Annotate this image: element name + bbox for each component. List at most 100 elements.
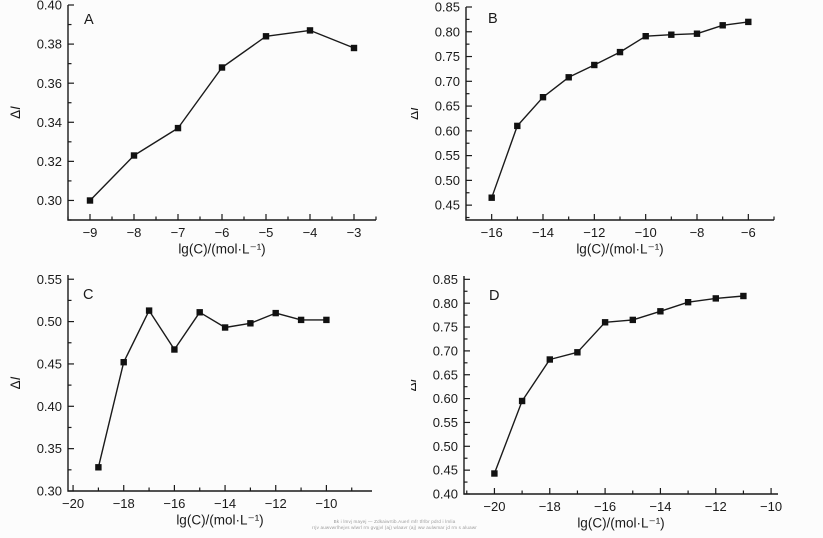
- x-tick-label: −12: [705, 499, 727, 514]
- data-point-marker: [693, 30, 701, 37]
- data-point-marker: [323, 316, 330, 324]
- axis-spines: [465, 7, 774, 221]
- y-tick-label: 0.50: [435, 173, 460, 188]
- y-tick-label: 0.50: [37, 314, 62, 329]
- y-axis-label: ΔI: [8, 376, 23, 389]
- x-tick-label: −10: [635, 225, 657, 240]
- data-line: [97, 309, 327, 468]
- x-axis-label: lg(C)/(mol·L⁻¹): [178, 242, 265, 257]
- data-point-marker: [601, 319, 609, 326]
- data-point-marker: [740, 292, 747, 300]
- data-point-marker: [642, 33, 649, 40]
- x-tick-label: −4: [303, 225, 318, 240]
- data-points: [86, 27, 358, 204]
- data-point-marker: [86, 197, 94, 204]
- y-tick-label: 0.80: [435, 24, 460, 39]
- x-axis-label: lg(C)/(mol·L⁻¹): [577, 516, 664, 531]
- x-tick-label: −16: [163, 496, 185, 511]
- axis-spines: [463, 276, 778, 495]
- data-line: [493, 295, 744, 474]
- data-point-marker: [546, 356, 553, 363]
- data-point-marker: [221, 324, 229, 331]
- y-tick-label: 0.75: [435, 49, 460, 64]
- data-point-marker: [616, 48, 624, 56]
- y-axis-label: ΔI: [411, 107, 421, 120]
- x-tick-label: −20: [483, 499, 505, 514]
- y-tick-label: 0.55: [37, 272, 62, 287]
- data-point-marker: [574, 349, 581, 356]
- y-tick-label: 0.50: [433, 439, 458, 454]
- y-tick-label: 0.45: [37, 357, 62, 372]
- x-tick-label: −12: [583, 225, 605, 240]
- panel-letter: A: [84, 12, 94, 28]
- tick-labels: 0.40 0.45 0.50 0.55 0.60 0.65 0.70 0.75 0.80 0.85…: [433, 272, 782, 514]
- y-tick-label: 0.75: [433, 320, 458, 335]
- ticks: [464, 278, 772, 495]
- x-tick-label: −3: [347, 225, 362, 240]
- ticks: [67, 4, 377, 221]
- data-point-marker: [514, 122, 521, 130]
- x-tick-label: −20: [62, 496, 84, 511]
- tick-labels: 0.30 0.35 0.40 0.45 0.50 0.55 −20 −18 −16 −14 −12 −…: [37, 272, 338, 511]
- data-point-marker: [668, 31, 675, 38]
- x-tick-label: −7: [171, 225, 186, 240]
- ticks: [68, 278, 353, 492]
- data-line: [89, 29, 355, 201]
- x-axis-label: lg(C)/(mol·L⁻¹): [576, 242, 663, 257]
- data-point-marker: [518, 397, 526, 405]
- data-point-marker: [712, 295, 719, 302]
- axis-spines: [67, 275, 372, 492]
- chart-panel-d: 0.40 0.45 0.50 0.55 0.60 0.65 0.70 0.75 0.80 0.85…: [411, 272, 782, 531]
- data-point-marker: [171, 346, 178, 353]
- y-tick-label: 0.55: [433, 415, 458, 430]
- data-point-marker: [565, 74, 572, 81]
- x-tick-label: −12: [265, 496, 287, 511]
- data-point-marker: [491, 470, 498, 477]
- y-tick-label: 0.40: [37, 0, 62, 13]
- x-tick-label: −6: [741, 225, 756, 240]
- y-tick-label: 0.80: [433, 296, 458, 311]
- y-tick-label: 0.45: [433, 463, 458, 478]
- data-point-marker: [745, 18, 752, 26]
- data-point-marker: [297, 316, 305, 324]
- y-tick-label: 0.36: [37, 76, 62, 91]
- x-tick-label: −10: [760, 499, 782, 514]
- panel-letter: D: [489, 288, 499, 304]
- x-tick-label: −18: [539, 499, 561, 514]
- x-tick-label: −10: [315, 496, 337, 511]
- x-tick-label: −6: [215, 225, 230, 240]
- x-tick-label: −14: [532, 225, 554, 240]
- data-point-marker: [145, 307, 153, 314]
- data-point-marker: [95, 464, 102, 471]
- data-point-marker: [120, 359, 127, 366]
- y-tick-label: 0.60: [435, 123, 460, 138]
- x-tick-label: −14: [214, 496, 236, 511]
- data-point-marker: [539, 94, 547, 101]
- data-point-marker: [130, 152, 138, 159]
- y-tick-label: 0.35: [37, 441, 62, 456]
- watermark-line-2: rrjv auwvwrlhejvs wlwrl rm gvgjvl (aj) w…: [312, 524, 477, 530]
- tick-labels: 0.30 0.32 0.34 0.36 0.38 0.40 −9 −8 −7 −6 −5 −4 −3: [37, 0, 362, 240]
- y-tick-label: 0.55: [435, 148, 460, 163]
- tick-labels: 0.45 0.50 0.55 0.60 0.65 0.70 0.75 0.80 0.85 −16 −…: [435, 0, 756, 240]
- data-point-marker: [657, 308, 664, 315]
- x-axis-label: lg(C)/(mol·L⁻¹): [176, 513, 263, 528]
- y-tick-label: 0.65: [433, 367, 458, 382]
- watermark-line-1: Bk i lmvj mayej — Zdkaiwrtib.Auerl mfr t…: [333, 519, 456, 524]
- ticks: [465, 6, 775, 220]
- x-tick-label: −14: [649, 499, 671, 514]
- panel-letter: C: [83, 287, 93, 303]
- data-points: [95, 307, 330, 471]
- y-tick-label: 0.65: [435, 99, 460, 114]
- y-tick-label: 0.32: [37, 154, 62, 169]
- y-tick-label: 0.70: [435, 74, 460, 89]
- data-point-marker: [719, 22, 726, 29]
- data-point-marker: [306, 27, 314, 34]
- chart-panel-b: 0.45 0.50 0.55 0.60 0.65 0.70 0.75 0.80 0.85 −16 −…: [411, 0, 775, 257]
- data-point-marker: [174, 124, 182, 132]
- data-point-marker: [196, 309, 203, 316]
- chart-panel-a: 0.30 0.32 0.34 0.36 0.38 0.40 −9 −8 −7 −6 −5 −4 −3 Al…: [8, 0, 377, 257]
- watermark: Bk i lmvj mayej — Zdkaiwrtib.Auerl mfr t…: [312, 519, 477, 530]
- y-tick-label: 0.45: [435, 198, 460, 213]
